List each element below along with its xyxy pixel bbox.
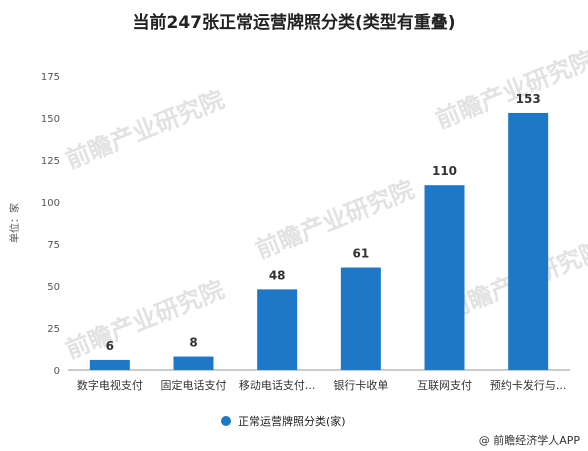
data-label: 6 [106,339,114,353]
x-tick-label: 移动电话支付... [239,379,316,392]
y-tick-label: 175 [41,72,60,83]
y-tick-label: 25 [47,324,60,335]
bar [89,359,130,370]
y-tick-label: 150 [41,114,60,125]
legend-marker [221,416,231,426]
data-label: 153 [516,92,541,106]
x-tick-label: 预约卡发行与... [490,378,567,392]
legend-label: 正常运营牌照分类(家) [238,415,346,428]
y-axis-label: 单位：家 [8,203,21,243]
bar [424,185,465,370]
legend: 正常运营牌照分类(家) [221,413,346,429]
data-label: 61 [352,247,369,261]
x-tick-label: 互联网支付 [417,379,472,392]
y-tick-label: 0 [54,366,60,377]
bar [508,112,549,371]
data-label: 8 [189,336,197,350]
x-tick-label: 银行卡收单 [333,378,388,392]
chart-title: 当前247张正常运营牌照分类(类型有重叠) [132,13,456,33]
y-tick-label: 100 [41,198,60,209]
y-tick-label: 125 [41,156,60,167]
data-label: 48 [269,268,286,282]
source-note: @ 前瞻经济学人APP [478,434,580,447]
x-tick-label: 数字电视支付 [77,378,143,392]
bar [340,267,381,370]
y-tick-label: 50 [47,282,60,293]
x-tick-label: 固定电话支付 [161,378,227,392]
bar [173,356,214,370]
y-tick-label: 75 [47,240,60,251]
bar [257,289,298,370]
data-label: 110 [432,164,457,178]
